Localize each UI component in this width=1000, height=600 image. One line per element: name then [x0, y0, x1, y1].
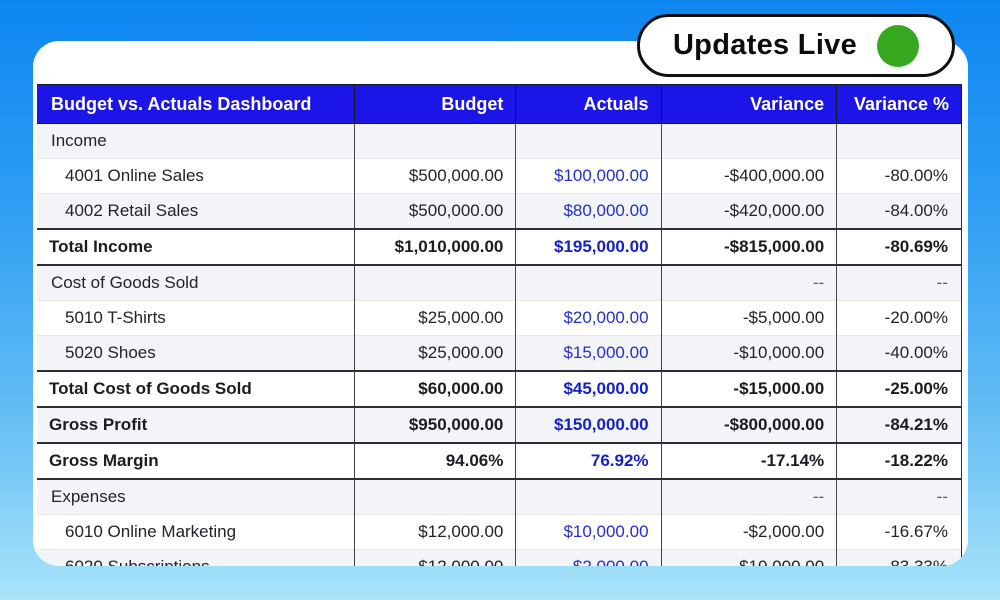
budget-cell: $25,000.00 [353, 335, 517, 371]
column-header-budget: Budget [353, 84, 517, 124]
variance-pct-cell: -80.00% [836, 158, 962, 194]
budget-cell [353, 264, 517, 301]
table-row: Cost of Goods Sold -- -- [37, 264, 962, 301]
table-row: Income [37, 123, 962, 159]
table-row: Total Income $1,010,000.00 $195,000.00 -… [37, 228, 962, 266]
actuals-cell [515, 264, 662, 301]
variance-pct-cell [836, 123, 962, 159]
column-header-variance-pct: Variance % [836, 84, 962, 124]
budget-table-wrap: Budget vs. Actuals Dashboard Budget Actu… [37, 84, 962, 566]
variance-pct-cell: -84.21% [836, 406, 962, 444]
row-label: 4001 Online Sales [37, 158, 355, 194]
variance-pct-cell: -80.69% [836, 228, 962, 266]
row-label: Total Cost of Goods Sold [37, 370, 355, 408]
table-row: Expenses -- -- [37, 478, 962, 515]
budget-cell: $500,000.00 [353, 193, 517, 229]
variance-pct-cell: -40.00% [836, 335, 962, 371]
table-row: 4002 Retail Sales $500,000.00 $80,000.00… [37, 193, 962, 229]
variance-cell: -$2,000.00 [660, 514, 838, 550]
table-row: Gross Profit $950,000.00 $150,000.00 -$8… [37, 406, 962, 444]
row-label: Gross Margin [37, 442, 355, 480]
variance-cell: -- [660, 264, 838, 301]
table-row: 6010 Online Marketing $12,000.00 $10,000… [37, 514, 962, 550]
actuals-cell [515, 123, 662, 159]
table-row: Gross Margin 94.06% 76.92% -17.14% -18.2… [37, 442, 962, 480]
actuals-cell: $195,000.00 [515, 228, 662, 266]
variance-pct-cell: -20.00% [836, 300, 962, 336]
budget-cell: $12,000.00 [353, 549, 517, 566]
row-label: 6010 Online Marketing [37, 514, 355, 550]
row-label: 4002 Retail Sales [37, 193, 355, 229]
budget-cell: $12,000.00 [353, 514, 517, 550]
variance-pct-cell: -84.00% [836, 193, 962, 229]
row-label: Income [37, 123, 355, 159]
updates-live-badge[interactable]: Updates Live [637, 14, 955, 77]
actuals-cell: $10,000.00 [515, 514, 662, 550]
row-label: 5010 T-Shirts [37, 300, 355, 336]
variance-pct-cell: -18.22% [836, 442, 962, 480]
budget-cell: $500,000.00 [353, 158, 517, 194]
variance-cell: -$420,000.00 [660, 193, 838, 229]
row-label: Total Income [37, 228, 355, 266]
budget-cell [353, 123, 517, 159]
budget-cell: $60,000.00 [353, 370, 517, 408]
row-label: Cost of Goods Sold [37, 264, 355, 301]
row-label: Gross Profit [37, 406, 355, 444]
actuals-cell: $80,000.00 [515, 193, 662, 229]
budget-cell [353, 478, 517, 515]
table-body: Income 4001 Online Sales $500,000.00 $10… [37, 123, 962, 566]
actuals-cell: $150,000.00 [515, 406, 662, 444]
table-row: 6020 Subscriptions $12,000.00 $2,000.00 … [37, 549, 962, 566]
actuals-cell: $45,000.00 [515, 370, 662, 408]
variance-cell: -$10,000.00 [660, 549, 838, 566]
variance-cell [660, 123, 838, 159]
actuals-cell: $20,000.00 [515, 300, 662, 336]
table-row: 5020 Shoes $25,000.00 $15,000.00 -$10,00… [37, 335, 962, 371]
variance-cell: -- [660, 478, 838, 515]
variance-cell: -$815,000.00 [660, 228, 838, 266]
column-header-variance: Variance [660, 84, 838, 124]
updates-live-label: Updates Live [672, 29, 858, 61]
live-status-dot-icon [877, 24, 920, 67]
budget-cell: $25,000.00 [353, 300, 517, 336]
table-row: 4001 Online Sales $500,000.00 $100,000.0… [37, 158, 962, 194]
table-row: Total Cost of Goods Sold $60,000.00 $45,… [37, 370, 962, 408]
column-header-actuals: Actuals [515, 84, 662, 124]
table-title: Budget vs. Actuals Dashboard [37, 84, 355, 124]
variance-cell: -$10,000.00 [660, 335, 838, 371]
budget-cell: $1,010,000.00 [353, 228, 517, 266]
variance-cell: -$15,000.00 [660, 370, 838, 408]
budget-vs-actuals-table: Budget vs. Actuals Dashboard Budget Actu… [37, 84, 962, 566]
budget-cell: $950,000.00 [353, 406, 517, 444]
actuals-cell [515, 478, 662, 515]
variance-cell: -$800,000.00 [660, 406, 838, 444]
variance-cell: -$5,000.00 [660, 300, 838, 336]
row-label: 6020 Subscriptions [37, 549, 355, 566]
budget-cell: 94.06% [353, 442, 517, 480]
variance-cell: -17.14% [660, 442, 838, 480]
variance-pct-cell: -- [836, 478, 962, 515]
variance-cell: -$400,000.00 [660, 158, 838, 194]
variance-pct-cell: -- [836, 264, 962, 301]
actuals-cell: 76.92% [515, 442, 662, 480]
row-label: Expenses [37, 478, 355, 515]
dashboard-card: Budget vs. Actuals Dashboard Budget Actu… [33, 41, 968, 566]
variance-pct-cell: -83.33% [836, 549, 962, 566]
variance-pct-cell: -16.67% [836, 514, 962, 550]
variance-pct-cell: -25.00% [836, 370, 962, 408]
actuals-cell: $2,000.00 [515, 549, 662, 566]
row-label: 5020 Shoes [37, 335, 355, 371]
table-header-row: Budget vs. Actuals Dashboard Budget Actu… [37, 84, 962, 124]
table-row: 5010 T-Shirts $25,000.00 $20,000.00 -$5,… [37, 300, 962, 336]
actuals-cell: $15,000.00 [515, 335, 662, 371]
actuals-cell: $100,000.00 [515, 158, 662, 194]
